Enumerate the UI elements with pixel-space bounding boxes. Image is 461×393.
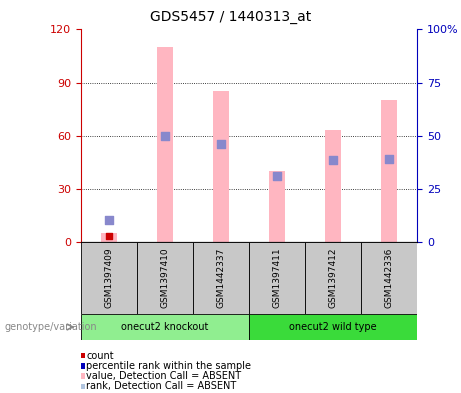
Bar — [81, 384, 85, 389]
Text: GSM1442336: GSM1442336 — [384, 248, 394, 308]
Point — [385, 155, 393, 162]
Text: onecut2 knockout: onecut2 knockout — [121, 322, 208, 332]
Point — [105, 233, 112, 239]
Point — [105, 217, 112, 224]
Bar — [213, 91, 229, 242]
Bar — [81, 353, 85, 358]
Bar — [269, 171, 285, 242]
Bar — [81, 314, 249, 340]
Text: genotype/variation: genotype/variation — [5, 322, 97, 332]
Text: rank, Detection Call = ABSENT: rank, Detection Call = ABSENT — [87, 381, 237, 391]
Point — [217, 141, 225, 147]
Text: GSM1397409: GSM1397409 — [104, 248, 113, 309]
Text: GSM1397412: GSM1397412 — [329, 248, 337, 308]
Bar — [101, 233, 117, 242]
Bar — [81, 373, 85, 379]
Bar — [361, 242, 417, 314]
Text: GSM1397410: GSM1397410 — [160, 248, 169, 309]
Bar — [81, 363, 85, 369]
Text: GSM1442337: GSM1442337 — [216, 248, 225, 308]
Text: percentile rank within the sample: percentile rank within the sample — [87, 361, 252, 371]
Bar — [249, 242, 305, 314]
Bar — [249, 314, 417, 340]
Point — [329, 157, 337, 163]
Bar — [193, 242, 249, 314]
Text: onecut2 wild type: onecut2 wild type — [289, 322, 377, 332]
Text: value, Detection Call = ABSENT: value, Detection Call = ABSENT — [87, 371, 242, 381]
Point — [273, 173, 281, 179]
Bar — [325, 130, 341, 242]
Bar — [381, 100, 397, 242]
Text: GSM1397411: GSM1397411 — [272, 248, 282, 309]
Bar — [137, 242, 193, 314]
Text: count: count — [87, 351, 114, 361]
Bar — [81, 242, 137, 314]
Text: GDS5457 / 1440313_at: GDS5457 / 1440313_at — [150, 10, 311, 24]
Bar — [305, 242, 361, 314]
Bar — [157, 47, 173, 242]
Point — [161, 132, 168, 139]
